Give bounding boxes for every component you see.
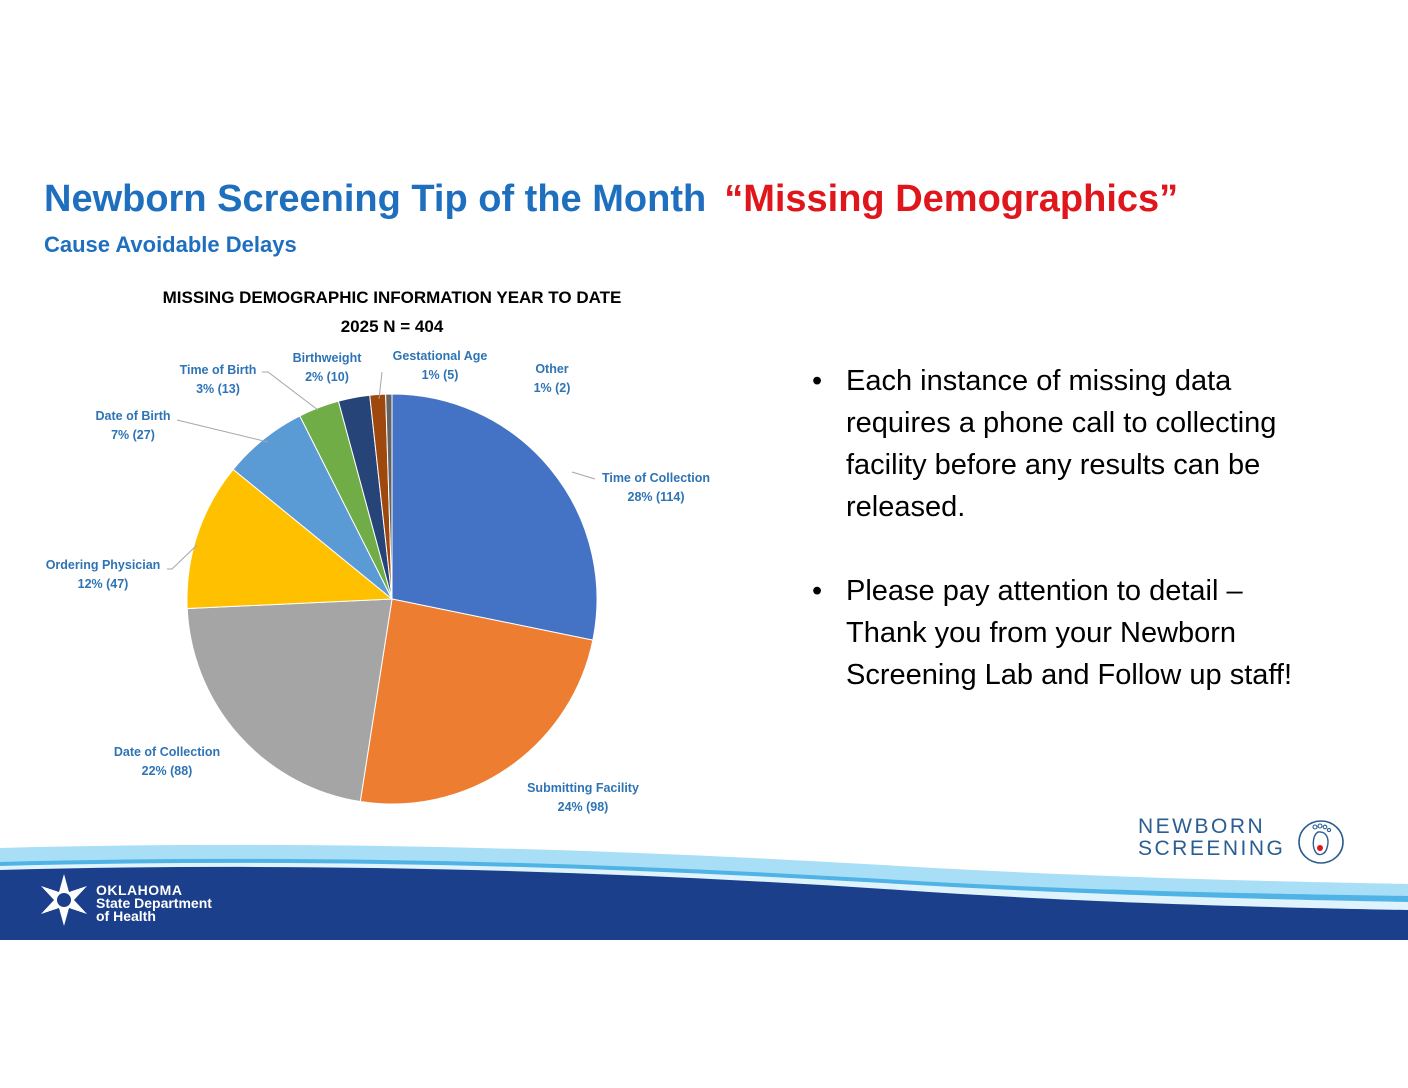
pie-slice-time-of-collection [391, 393, 598, 641]
slice-label-value: 12% (47) [78, 577, 129, 591]
slice-label-value: 28% (114) [628, 490, 685, 504]
baby-foot-icon [1298, 820, 1344, 864]
pie-slice-date-of-collection [186, 598, 393, 803]
slice-label-value: 24% (98) [558, 800, 609, 814]
slice-label-value: 22% (88) [142, 764, 193, 778]
page-title: Newborn Screening Tip of the Month “Missi… [44, 178, 1178, 221]
pie-chart: MISSING DEMOGRAPHIC INFORMATION YEAR TO … [46, 288, 710, 814]
slice-label-value: 7% (27) [111, 428, 155, 442]
bullet-item-1: • Each instance of missing data requires … [812, 360, 1312, 528]
org-line-3: of Health [96, 908, 156, 924]
slice-label-value: 2% (10) [305, 370, 349, 384]
pie-slice-submitting-facility [359, 598, 594, 805]
chart-title: MISSING DEMOGRAPHIC INFORMATION YEAR TO … [163, 288, 622, 307]
leader-line [167, 544, 198, 570]
slice-label-name: Birthweight [293, 351, 363, 365]
slice-label-name: Other [535, 362, 568, 376]
slice-label-value: 1% (2) [534, 381, 571, 395]
slice-label-name: Time of Collection [602, 471, 710, 485]
bullet-marker: • [812, 575, 823, 607]
bullet-text-1: Each instance of missing data requires a… [846, 365, 1277, 523]
slice-label-value: 3% (13) [196, 382, 240, 396]
brand-line-2: SCREENING [1138, 837, 1286, 860]
leader-line [262, 371, 319, 411]
pie-slice-other [385, 393, 393, 600]
slice-label-name: Date of Collection [114, 745, 220, 759]
brand-line-1: NEWBORN [1138, 815, 1266, 838]
leader-line [571, 471, 596, 480]
bullet-item-2: • Please pay attention to detail – Thank … [812, 570, 1312, 696]
bullet-list: • Each instance of missing data requires … [812, 360, 1312, 738]
pie-slice-ordering-physician [186, 468, 394, 610]
chart-subtitle: 2025 N = 404 [341, 317, 444, 336]
slice-label-name: Gestational Age [393, 349, 488, 363]
bullet-text-2: Please pay attention to detail – Thank y… [846, 575, 1293, 691]
slice-label-value: 1% (5) [422, 368, 459, 382]
slice-label-name: Ordering Physician [46, 558, 161, 572]
org-line-1: OKLAHOMA [96, 882, 183, 898]
oklahoma-star-icon [41, 874, 87, 926]
org-logo-text: OKLAHOMA State Department of Health [96, 882, 212, 924]
bullet-marker: • [812, 365, 823, 397]
title-highlight: “Missing Demographics” [724, 178, 1179, 220]
newborn-screening-logo-text: NEWBORN SCREENING [1138, 816, 1285, 860]
footer-wave [0, 844, 1408, 940]
page-subtitle: Cause Avoidable Delays [44, 232, 297, 257]
slice-label-name: Submitting Facility [527, 781, 639, 795]
leader-line [378, 371, 383, 400]
leader-line [176, 419, 269, 443]
wave-navy-band [0, 866, 1408, 940]
title-main: Newborn Screening Tip of the Month [44, 178, 707, 220]
org-line-2: State Department [96, 895, 212, 911]
slice-label-name: Time of Birth [180, 363, 257, 377]
slice-label-name: Date of Birth [96, 409, 171, 423]
